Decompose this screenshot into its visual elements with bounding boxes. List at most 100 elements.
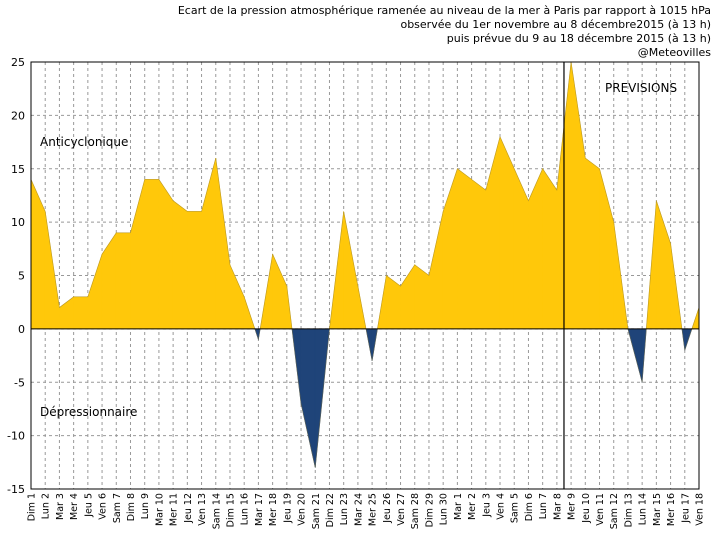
x-tick-label: Dim 15 [225,493,236,527]
area-segment-positive [428,211,444,330]
x-tick-label: Dim 29 [424,493,435,527]
area-segment-positive [144,179,160,330]
x-tick-label: Sam 12 [609,493,620,529]
area-segment-positive [584,157,600,330]
x-tick-label: Dim 1 [27,493,38,521]
grid [30,61,700,490]
area-segment-positive [400,263,416,330]
area-segment-positive [272,254,288,330]
area-segment-positive [115,232,131,330]
x-tick-label: Mar 1 [453,493,464,520]
area-segment-negative [300,328,316,468]
x-tick-label: Ven 27 [396,493,407,526]
area-segment-positive [130,179,145,330]
area-segment-positive [101,231,117,330]
x-tick-label: Lun 2 [41,493,52,519]
x-tick-label: Ven 11 [595,493,606,526]
area-segment-positive [528,168,543,330]
x-tick-label: Ven 13 [197,493,208,526]
plot-frame [30,61,700,490]
y-tick-label: 0 [18,323,25,336]
x-tick-label: Mer 16 [666,493,677,526]
area-segment-positive [215,158,231,330]
area-segment-positive [542,167,558,330]
forecast-label: PREVISIONS [605,81,677,95]
area-segment-positive [513,168,529,330]
chart-title: Ecart de la pression atmosphérique ramen… [178,4,711,59]
x-tick-label: Jeu 17 [680,493,691,524]
area-segment-positive [414,264,430,330]
x-tick-label: Dim 13 [623,493,634,527]
x-tick-label: Mer 2 [467,493,478,520]
area-segment-positive [187,211,202,330]
x-tick-label: Jeu 26 [382,493,393,524]
area-segment-positive [499,136,515,330]
x-tick-label: Jeu 10 [581,493,592,524]
x-tick-label: Jeu 3 [481,493,492,518]
y-tick-label: 5 [18,270,25,283]
y-tick-label: 10 [11,216,25,229]
depressionary-label: Dépressionnaire [40,405,137,419]
x-tick-label: Dim 22 [325,493,336,527]
area-segment-positive [570,61,586,330]
x-tick-label: Sam 7 [112,493,123,523]
y-axis-ticks: -15 -10 -5 0 5 10 15 20 25 [7,56,25,496]
area-segment-positive [656,200,671,330]
x-tick-label: Dim 8 [126,493,137,521]
y-tick-label: 15 [11,163,25,176]
annotations: Anticyclonique Dépressionnaire PREVISION… [40,81,677,419]
x-tick-label: Mer 11 [169,493,180,526]
x-tick-label: Mer 18 [268,493,279,526]
x-tick-label: Mer 9 [567,493,578,520]
series-outline [30,61,700,468]
area-segment-positive [158,178,174,330]
area-segment-positive [44,211,60,330]
x-tick-label: Lun 23 [339,493,350,525]
y-tick-label: 20 [11,109,25,122]
x-tick-label: Mer 4 [69,493,80,520]
x-tick-label: Mar 15 [652,493,663,526]
area-segment-positive [229,264,245,330]
x-tick-label: Lun 14 [638,493,649,525]
x-tick-label: Lun 7 [538,493,549,519]
area-segment-positive [442,168,458,330]
x-tick-label: Jeu 19 [282,493,293,524]
x-tick-label: Lun 9 [140,493,151,519]
x-tick-label: Jeu 5 [83,493,94,518]
x-tick-label: Lun 30 [439,493,450,525]
x-tick-label: Mer 25 [368,493,379,526]
chart-credit: @Meteovilles [638,46,712,59]
y-tick-label: -10 [7,430,25,443]
chart-title-line-1: Ecart de la pression atmosphérique ramen… [178,4,711,17]
y-tick-label: -5 [14,376,25,389]
area-segment-positive [59,296,74,330]
x-tick-label: Ven 20 [297,493,308,526]
x-axis-ticks: Dim 1 Lun 2 Mar 3 Mer 4 Jeu 5 Ven 6 Sam 7 Dim 8… [27,493,706,529]
x-tick-label: Sam 21 [311,493,322,529]
x-tick-label: Sam 28 [410,493,421,529]
x-tick-label: Lun 16 [240,493,251,525]
x-tick-label: Jeu 12 [183,493,194,524]
x-tick-label: Ven 6 [98,493,109,520]
area-segment-positive [471,178,487,330]
x-tick-label: Sam 5 [510,493,521,523]
x-tick-label: Dim 6 [524,493,535,521]
x-tick-label: Sam 14 [211,493,222,529]
area-segment-positive [599,168,615,330]
area-segment-positive [87,254,103,330]
x-tick-label: Ven 4 [496,493,507,520]
x-tick-label: Mar 24 [353,493,364,526]
chart-title-line-2: observée du 1er novembre au 8 décembre20… [400,18,711,31]
area-segment-positive [73,296,89,330]
axes [30,61,700,490]
y-tick-label: 25 [11,56,25,69]
area-segment-positive [343,211,359,330]
x-tick-label: Mar 8 [552,493,563,520]
area-segment-positive [386,274,401,330]
area-segment-positive [172,200,188,330]
x-tick-label: Mar 10 [154,493,165,526]
area-segment-positive [485,136,501,330]
x-tick-label: Mar 17 [254,493,265,526]
y-tick-label: -15 [7,483,25,496]
